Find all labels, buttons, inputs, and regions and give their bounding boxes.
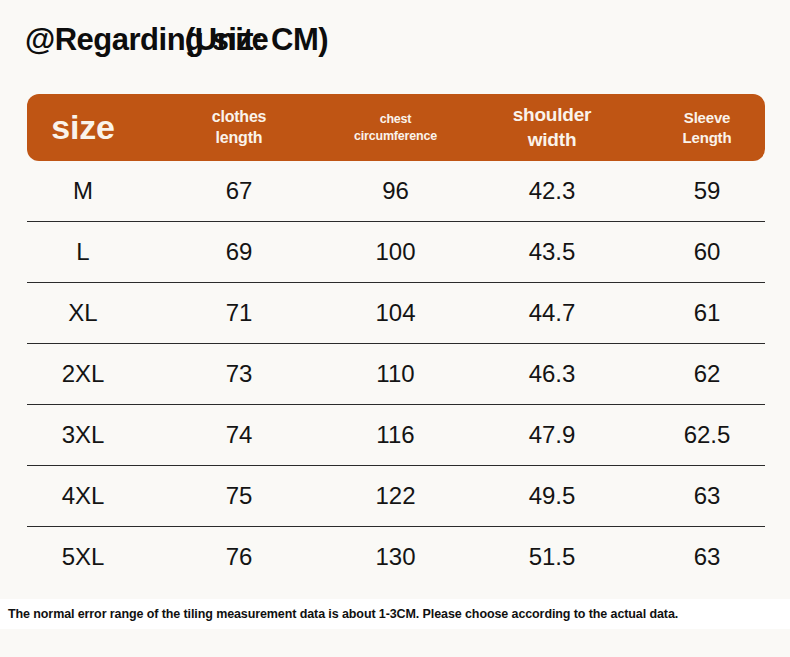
shoulder-width-cell: 43.5 [474, 238, 630, 266]
shoulder-width-cell: 47.9 [474, 421, 630, 449]
sleeve-length-cell: 61 [630, 299, 765, 327]
size-chart-page: @Regarding size (Unit: CM) size clothes … [0, 22, 790, 629]
table-row: XL 71 104 44.7 61 [27, 283, 765, 344]
size-cell: L [27, 238, 161, 266]
size-cell: 2XL [27, 360, 161, 388]
clothes-length-cell: 71 [161, 299, 317, 327]
sleeve-length-cell: 59 [630, 177, 765, 205]
clothes-length-cell: 69 [161, 238, 317, 266]
size-table: size clothes length chest circumference … [27, 94, 765, 587]
table-row: 5XL 76 130 51.5 63 [27, 527, 765, 587]
clothes-length-cell: 75 [161, 482, 317, 510]
shoulder-width-cell: 51.5 [474, 543, 630, 571]
table-row: M 67 96 42.3 59 [27, 161, 765, 222]
column-header-shoulder-width-label: shoulder width [507, 103, 597, 152]
column-header-chest-circumference: chest circumference [317, 111, 474, 144]
column-header-chest-circumference-label: chest circumference [350, 111, 442, 144]
title-unit-text: (Unit: CM) [185, 22, 328, 58]
size-cell: M [27, 177, 161, 205]
clothes-length-cell: 67 [161, 177, 317, 205]
table-row: L 69 100 43.5 60 [27, 222, 765, 283]
page-title: @Regarding size (Unit: CM) [25, 22, 790, 64]
chest-circumference-cell: 116 [317, 421, 474, 449]
chest-circumference-cell: 110 [317, 360, 474, 388]
size-cell: XL [27, 299, 161, 327]
footer-note-text: The normal error range of the tiling mea… [8, 607, 678, 621]
sleeve-length-cell: 62 [630, 360, 765, 388]
footer-note-bar: The normal error range of the tiling mea… [0, 599, 790, 629]
table-row: 4XL 75 122 49.5 63 [27, 466, 765, 527]
chest-circumference-cell: 96 [317, 177, 474, 205]
sleeve-length-cell: 60 [630, 238, 765, 266]
column-header-clothes-length-label: clothes length [203, 107, 275, 149]
sleeve-length-cell: 62.5 [630, 421, 765, 449]
column-header-shoulder-width: shoulder width [474, 103, 630, 152]
chest-circumference-cell: 104 [317, 299, 474, 327]
column-header-sleeve-length-label: Sleeve Length [678, 108, 736, 147]
size-cell: 3XL [27, 421, 161, 449]
table-row: 3XL 74 116 47.9 62.5 [27, 405, 765, 466]
sleeve-length-cell: 63 [630, 482, 765, 510]
column-header-size-label: size [51, 105, 114, 149]
table-header-row: size clothes length chest circumference … [27, 94, 765, 161]
clothes-length-cell: 73 [161, 360, 317, 388]
clothes-length-cell: 74 [161, 421, 317, 449]
shoulder-width-cell: 46.3 [474, 360, 630, 388]
clothes-length-cell: 76 [161, 543, 317, 571]
column-header-clothes-length: clothes length [161, 107, 317, 149]
chest-circumference-cell: 100 [317, 238, 474, 266]
shoulder-width-cell: 49.5 [474, 482, 630, 510]
chest-circumference-cell: 130 [317, 543, 474, 571]
sleeve-length-cell: 63 [630, 543, 765, 571]
shoulder-width-cell: 42.3 [474, 177, 630, 205]
table-row: 2XL 73 110 46.3 62 [27, 344, 765, 405]
column-header-size: size [27, 105, 161, 149]
shoulder-width-cell: 44.7 [474, 299, 630, 327]
chest-circumference-cell: 122 [317, 482, 474, 510]
column-header-sleeve-length: Sleeve Length [630, 108, 765, 147]
size-cell: 5XL [27, 543, 161, 571]
size-cell: 4XL [27, 482, 161, 510]
